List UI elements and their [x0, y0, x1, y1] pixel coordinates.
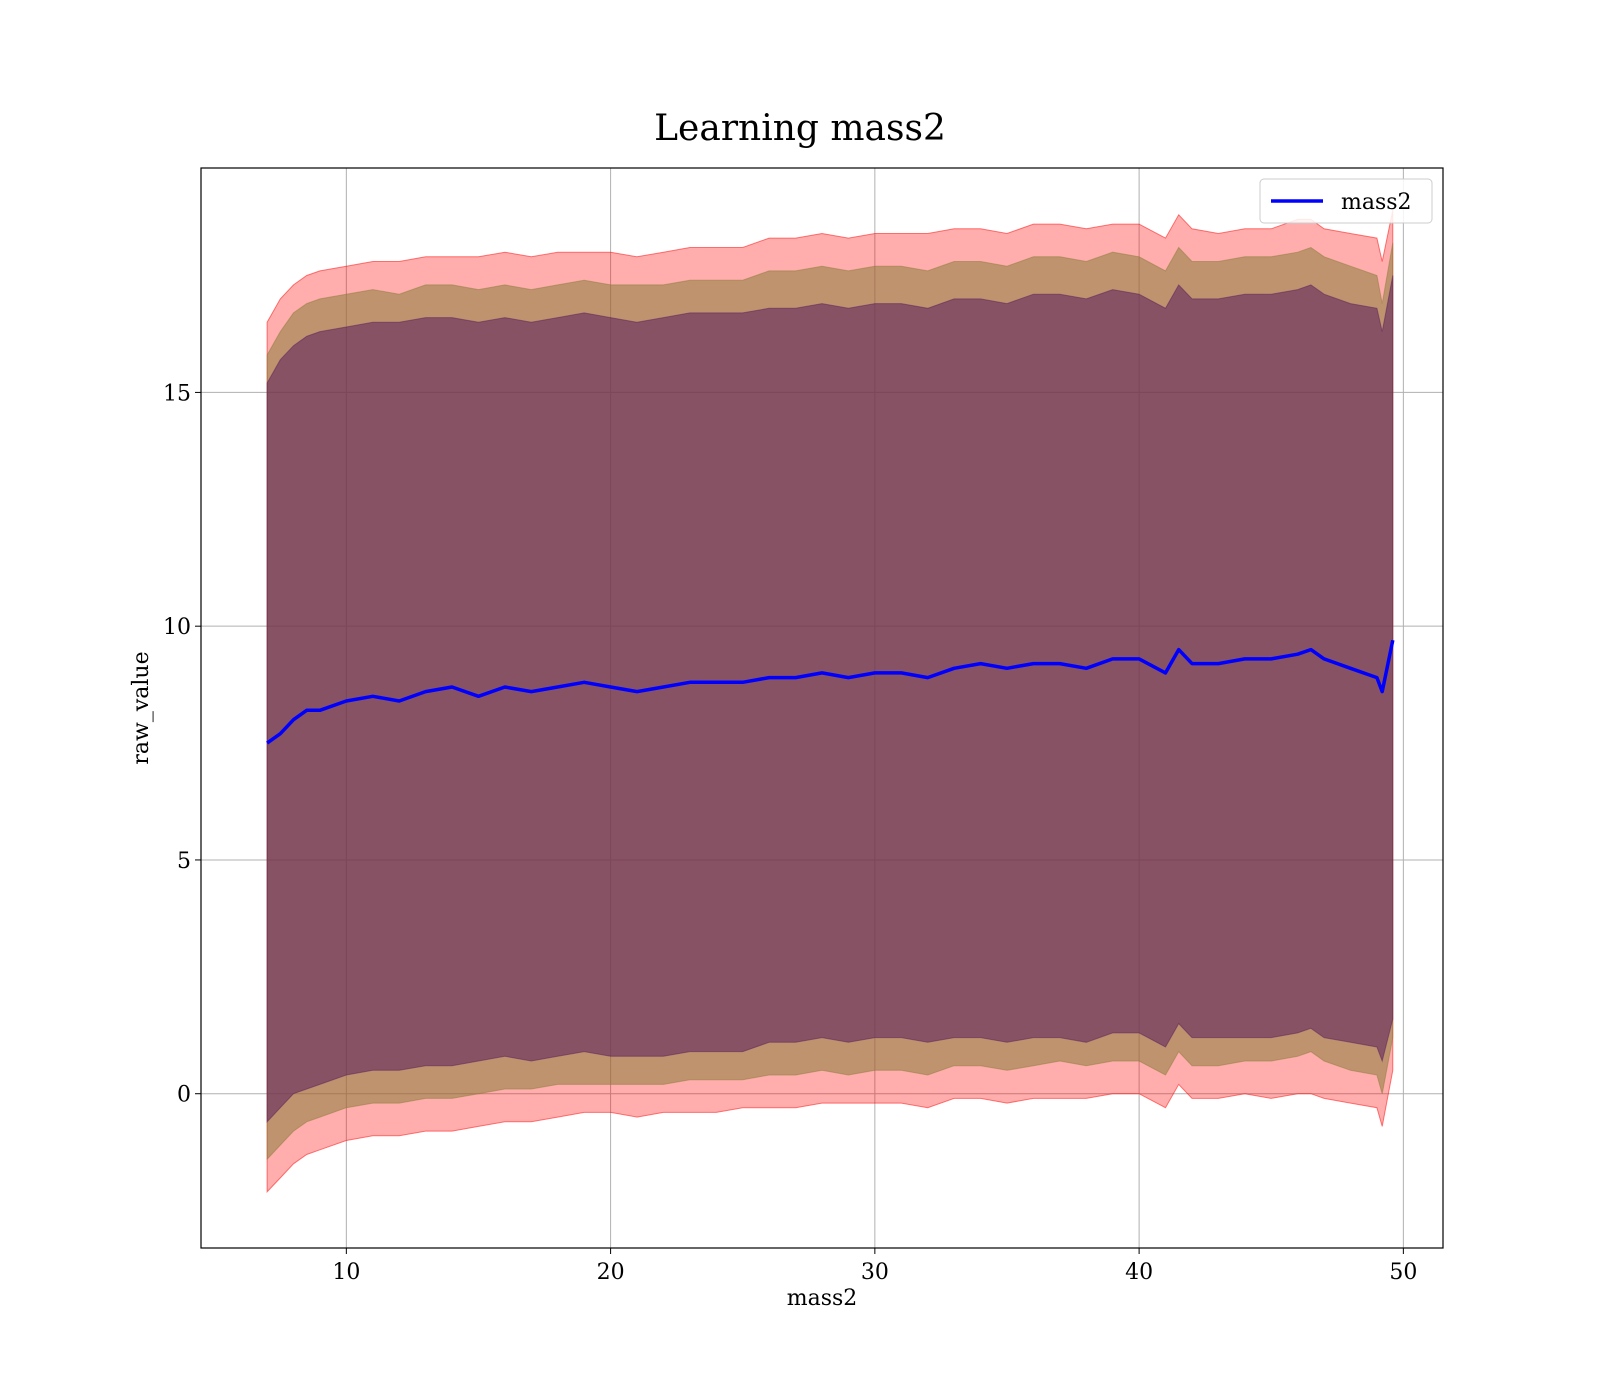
- y-tick-label: 5: [177, 849, 191, 874]
- chart-title: Learning mass2: [654, 108, 946, 149]
- y-axis-label: raw_value: [129, 651, 154, 764]
- x-tick-label: 30: [861, 1260, 889, 1285]
- plot-frame: [200, 167, 1444, 1249]
- legend-label-mass2: mass2: [1341, 190, 1412, 215]
- x-tick-label: 50: [1389, 1260, 1417, 1285]
- x-axis-ticks: 10 20 30 40 50: [332, 1248, 1417, 1285]
- legend-box: [1259, 178, 1433, 224]
- y-axis-ticks: 0 5 10 15: [163, 381, 201, 1108]
- legend: mass2: [1259, 178, 1433, 224]
- confidence-bands: [266, 209, 1394, 1194]
- x-axis-label: mass2: [787, 1286, 858, 1311]
- x-tick-label: 40: [1125, 1260, 1153, 1285]
- x-tick-label: 10: [332, 1260, 360, 1285]
- y-tick-label: 15: [163, 381, 191, 406]
- band-inner: [266, 275, 1394, 1124]
- y-tick-label: 0: [177, 1083, 191, 1108]
- x-tick-label: 20: [597, 1260, 625, 1285]
- series-lines: [266, 639, 1395, 745]
- series-line-mass2: [266, 639, 1395, 745]
- y-tick-label: 10: [163, 615, 191, 640]
